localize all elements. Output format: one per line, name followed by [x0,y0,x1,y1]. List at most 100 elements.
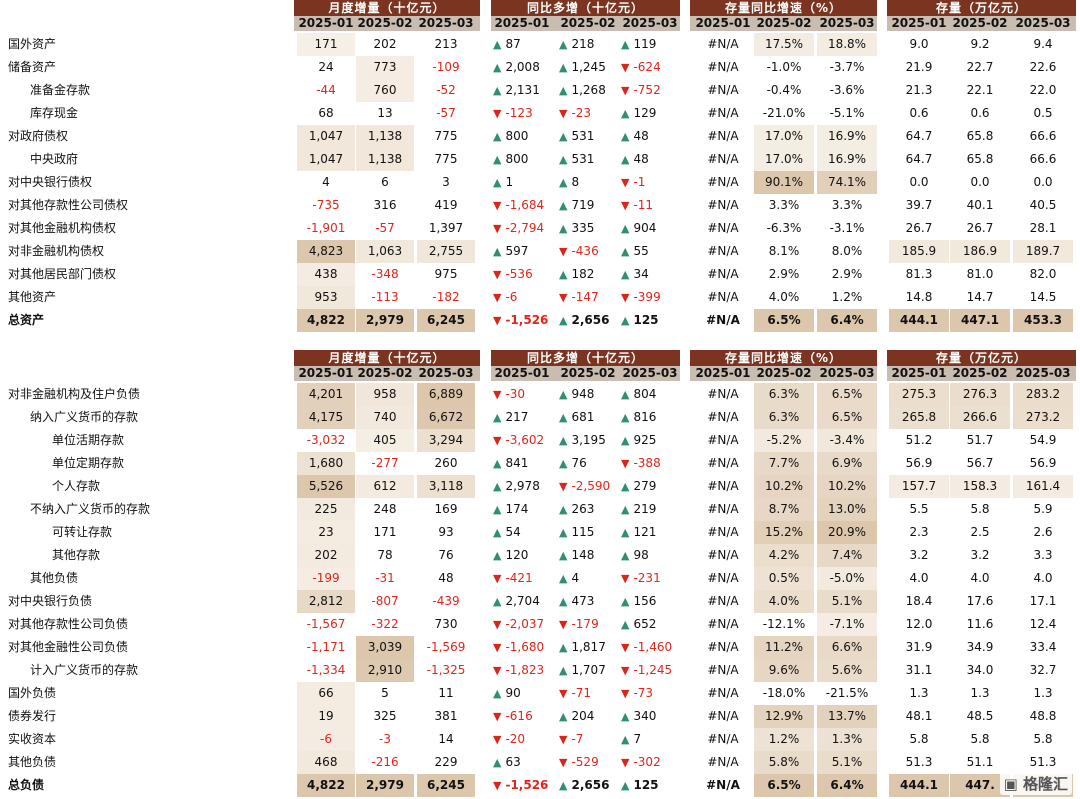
monthly-increment-cell: 740 [356,406,414,429]
row-label: 准备金存款 [30,83,91,97]
down-arrow-icon: ▼ [493,268,502,281]
yoy-value: -529 [571,755,599,769]
yoy-cell: ▲ 1,245 [557,56,619,79]
up-arrow-icon: ▲ [559,176,568,189]
row-label: 不纳入广义货币的存款 [30,502,151,516]
monthly-increment-cell: 405 [356,429,414,452]
yoy-cell: ▲ 335 [557,217,619,240]
up-arrow-icon: ▲ [493,61,502,74]
stock-cell: 22.1 [966,83,994,97]
stock-cell: 9.2 [970,37,990,51]
yoy-cell: ▲ 1 [491,171,553,194]
down-arrow-icon: ▼ [493,641,502,654]
month-header: 2025-01 [891,366,947,380]
monthly-increment-cell: 953 [297,286,355,309]
yoy-value: 804 [633,387,657,401]
yoy-cell: ▲ 816 [619,406,681,429]
monthly-increment-cell: 13 [377,106,393,120]
month-header: 2025-02 [952,16,1008,30]
growth-rate-cell: #N/A [707,244,739,258]
up-arrow-icon: ▲ [559,595,568,608]
group-header: 月度增量（十亿元） [294,0,480,16]
monthly-increment-cell: -1,325 [426,663,466,677]
up-arrow-icon: ▲ [621,595,630,608]
stock-cell: 56.7 [966,456,994,470]
yoy-value: 719 [571,198,595,212]
growth-rate-cell: 9.6% [754,659,814,682]
yoy-value: 2,131 [505,83,540,97]
growth-rate-cell: 6.3% [754,406,814,429]
monthly-increment-cell: -199 [297,567,355,590]
up-arrow-icon: ▲ [493,245,502,258]
yoy-value: -2,037 [505,617,545,631]
growth-rate-cell: #N/A [707,709,739,723]
yoy-value: -536 [505,267,533,281]
growth-rate-cell: 4.2% [754,544,814,567]
growth-rate-cell: 6.5% [817,406,877,429]
table-row: 单位定期存款 1,680 -277 260 ▲ 841 ▲ 76 ▼ -388 #N/A 7.7% 6.… [0,452,1080,475]
monthly-increment-cell: -216 [371,755,399,769]
yoy-cell: ▼ -231 [619,567,681,590]
monthly-increment-cell: 730 [434,617,458,631]
yoy-value: 531 [571,129,595,143]
monthly-increment-cell: -1,569 [426,640,466,654]
up-arrow-icon: ▲ [559,457,568,470]
yoy-value: 904 [633,221,657,235]
stock-cell: 5.5 [909,502,929,516]
yoy-value: 48 [633,129,649,143]
yoy-cell: ▲ 90 [491,682,553,705]
yoy-cell: ▲ 3,195 [557,429,619,452]
yoy-value: -11 [633,198,654,212]
row-label: 对非金融机构及住户负债 [8,387,141,401]
stock-cell: 1.3 [909,686,929,700]
monthly-increment-cell: -1,901 [306,221,346,235]
stock-cell: 5.8 [1033,732,1053,746]
growth-rate-cell: 3.3% [831,198,863,212]
yoy-value: 174 [505,502,529,516]
up-arrow-icon: ▲ [621,314,630,327]
up-arrow-icon: ▲ [493,38,502,51]
growth-rate-cell: 6.3% [754,383,814,406]
yoy-value: 263 [571,502,595,516]
yoy-cell: ▼ -752 [619,79,681,102]
stock-cell: 5.9 [1033,502,1053,516]
yoy-cell: ▼ -147 [557,286,619,309]
yoy-cell: ▲ 217 [491,406,553,429]
row-label: 总资产 [8,313,45,327]
growth-rate-cell: 90.1% [754,171,814,194]
yoy-value: -30 [505,387,526,401]
stock-cell: 48.8 [1029,709,1057,723]
up-arrow-icon: ▲ [621,733,630,746]
yoy-value: -399 [633,290,661,304]
month-header: 2025-03 [418,366,474,380]
yoy-cell: ▲ 4 [557,567,619,590]
row-label: 债券发行 [8,709,57,723]
up-arrow-icon: ▲ [559,153,568,166]
monthly-increment-cell: -3,032 [306,433,346,447]
up-arrow-icon: ▲ [493,595,502,608]
row-label: 库存现金 [30,106,79,120]
up-arrow-icon: ▲ [559,61,568,74]
stock-cell: 12.0 [905,617,933,631]
yoy-cell: ▲ 219 [619,498,681,521]
stock-cell: 5.8 [970,502,990,516]
stock-cell: 3.3 [1033,548,1053,562]
yoy-value: 1,707 [571,663,606,677]
stock-cell: 34.0 [966,663,994,677]
yoy-value: 279 [633,479,657,493]
growth-rate-cell: 6.5% [754,309,814,332]
stock-cell: 283.2 [1013,383,1073,406]
yoy-value: -73 [633,686,654,700]
up-arrow-icon: ▲ [621,38,630,51]
growth-rate-cell: 8.0% [831,244,863,258]
watermark: ▣ 格隆汇 [999,772,1072,795]
yoy-cell: ▲ 804 [619,383,681,406]
monthly-increment-cell: 78 [377,548,393,562]
yoy-cell: ▲ 948 [557,383,619,406]
stock-cell: 81.0 [966,267,994,281]
up-arrow-icon: ▲ [493,176,502,189]
monthly-increment-cell: 4,822 [297,774,355,797]
growth-rate-cell: #N/A [707,410,739,424]
yoy-value: -20 [505,732,526,746]
yoy-value: -147 [571,290,599,304]
